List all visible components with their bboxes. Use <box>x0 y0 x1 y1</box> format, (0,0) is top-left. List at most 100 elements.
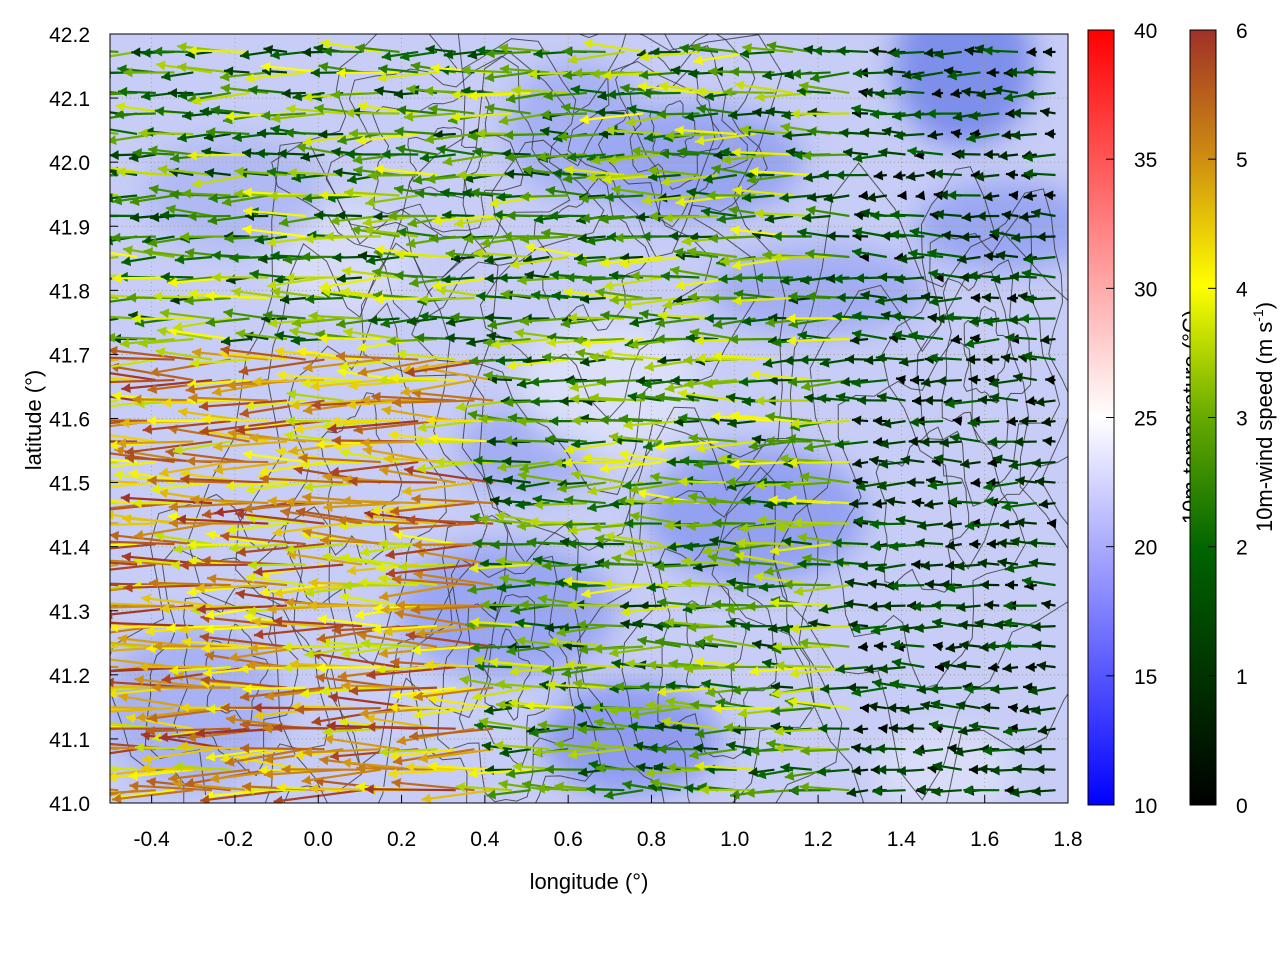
wind-arrow-head <box>47 436 56 446</box>
y-tick-label: 42.1 <box>49 88 90 111</box>
wind-arrow <box>59 770 118 779</box>
wind-arrow <box>29 580 118 585</box>
wind-arrow <box>188 154 250 155</box>
wind-arrow-head <box>46 384 56 394</box>
wind-speed-colorbar-label: 10m-wind speed (m s-1) <box>1250 302 1277 532</box>
x-tick-label: 0.0 <box>304 828 333 851</box>
wind-arrow-head <box>102 68 111 78</box>
wind-arrow <box>563 462 625 463</box>
x-tick-label: 1.6 <box>970 828 999 851</box>
wind-arrow-head <box>90 447 100 457</box>
colorbar-tick-label: 5 <box>1236 149 1248 172</box>
wind-arrow-head <box>105 677 114 687</box>
wind-arrow <box>41 521 119 523</box>
wind-arrow <box>318 338 381 339</box>
wind-arrow-head <box>47 691 57 701</box>
wind-arrow-head <box>76 631 86 641</box>
y-tick-label: 42.0 <box>49 152 90 175</box>
x-tick-label: -0.4 <box>134 828 171 851</box>
wind-arrow-head <box>68 706 77 716</box>
y-tick-label: 41.1 <box>49 729 90 752</box>
wind-arrow <box>59 380 119 387</box>
wind-arrow-head <box>37 729 46 739</box>
wind-arrow <box>348 481 437 482</box>
wind-arrow-head <box>42 569 52 579</box>
wind-arrow-head <box>83 771 92 781</box>
y-tick-label: 41.7 <box>49 344 90 367</box>
colorbar-tick-label: 4 <box>1236 278 1248 301</box>
wind-arrow <box>42 565 118 576</box>
wind-arrow-head <box>67 568 76 578</box>
wind-arrow-head <box>70 719 79 729</box>
wind-arrow-head <box>77 521 86 531</box>
wind-arrow <box>788 462 849 463</box>
x-tick-label: 0.6 <box>554 828 583 851</box>
x-tick-label: 1.8 <box>1053 828 1082 851</box>
wind-arrow-head <box>91 106 101 116</box>
wind-arrow <box>56 625 118 626</box>
y-tick-label: 41.2 <box>49 665 90 688</box>
wind-arrow <box>58 502 118 503</box>
wind-arrow-head <box>63 184 73 194</box>
wind-arrow-head <box>79 637 88 647</box>
colorbar-tick-label: 10 <box>1134 795 1157 818</box>
wind-arrow <box>47 688 118 697</box>
wind-arrow-head <box>59 381 69 391</box>
x-tick-label: 0.4 <box>470 828 500 851</box>
wind-arrow-head <box>96 603 105 613</box>
wind-arrow-head <box>100 654 110 664</box>
wind-arrow-head <box>33 530 43 540</box>
wind-speed-label-end: ) <box>1252 302 1277 309</box>
wind-arrow <box>396 605 475 606</box>
wind-arrow-head <box>85 520 94 530</box>
wind-arrow-head <box>77 588 87 598</box>
y-tick-label: 41.8 <box>49 280 90 303</box>
wind-arrow-head <box>67 123 77 133</box>
wind-arrow <box>59 401 119 408</box>
x-tick-label: -0.2 <box>217 828 253 851</box>
wind-arrow <box>186 461 268 462</box>
wind-arrow-head <box>86 578 95 588</box>
colorbar-tick-label: 1 <box>1236 666 1248 689</box>
wind-arrow-head <box>48 646 57 656</box>
wind-arrow-head <box>104 510 114 520</box>
y-tick-label: 41.9 <box>49 216 90 239</box>
wind-arrow-head <box>48 756 58 766</box>
wind-arrow-head <box>97 363 107 373</box>
wind-arrow <box>242 688 305 689</box>
y-axis-label: latitude (°) <box>21 370 46 471</box>
wind-arrow <box>49 430 118 441</box>
wind-arrow <box>59 462 118 467</box>
y-tick-label: 41.3 <box>49 601 90 624</box>
y-tick-label: 41.0 <box>49 793 90 816</box>
wind-arrow-head <box>37 612 47 622</box>
wind-arrow-head <box>90 506 99 516</box>
wind-arrow-head <box>87 377 96 387</box>
wind-arrow-head <box>100 124 110 134</box>
y-tick-label: 41.5 <box>49 473 90 496</box>
wind-arrow-head <box>77 760 86 770</box>
wind-arrow-head <box>41 517 50 527</box>
wind-arrow-head <box>39 660 48 670</box>
wind-arrow-head <box>101 211 110 221</box>
colorbar-tick-label: 3 <box>1236 408 1248 431</box>
y-tick-label: 42.2 <box>49 24 90 47</box>
y-tick-label: 41.4 <box>49 537 90 560</box>
x-tick-label: 1.0 <box>720 828 749 851</box>
wind-arrow <box>83 686 156 688</box>
colorbar-tick-label: 35 <box>1134 149 1157 172</box>
y-axis: 41.0 41.1 41.2 41.3 41.4 41.5 41.6 41.7 41.8 41.9… <box>49 24 118 816</box>
wind-arrow <box>336 72 399 73</box>
x-tick-label: 1.2 <box>803 828 832 851</box>
wind-arrow-head <box>94 298 104 308</box>
wind-arrow <box>388 707 455 708</box>
y-tick-label: 41.6 <box>49 409 90 432</box>
colorbar-tick-label: 6 <box>1236 20 1248 43</box>
wind-arrow-head <box>68 371 77 381</box>
wind-arrow-head <box>58 497 67 507</box>
x-tick-label: 1.4 <box>887 828 917 851</box>
wind-arrow-head <box>79 269 88 279</box>
